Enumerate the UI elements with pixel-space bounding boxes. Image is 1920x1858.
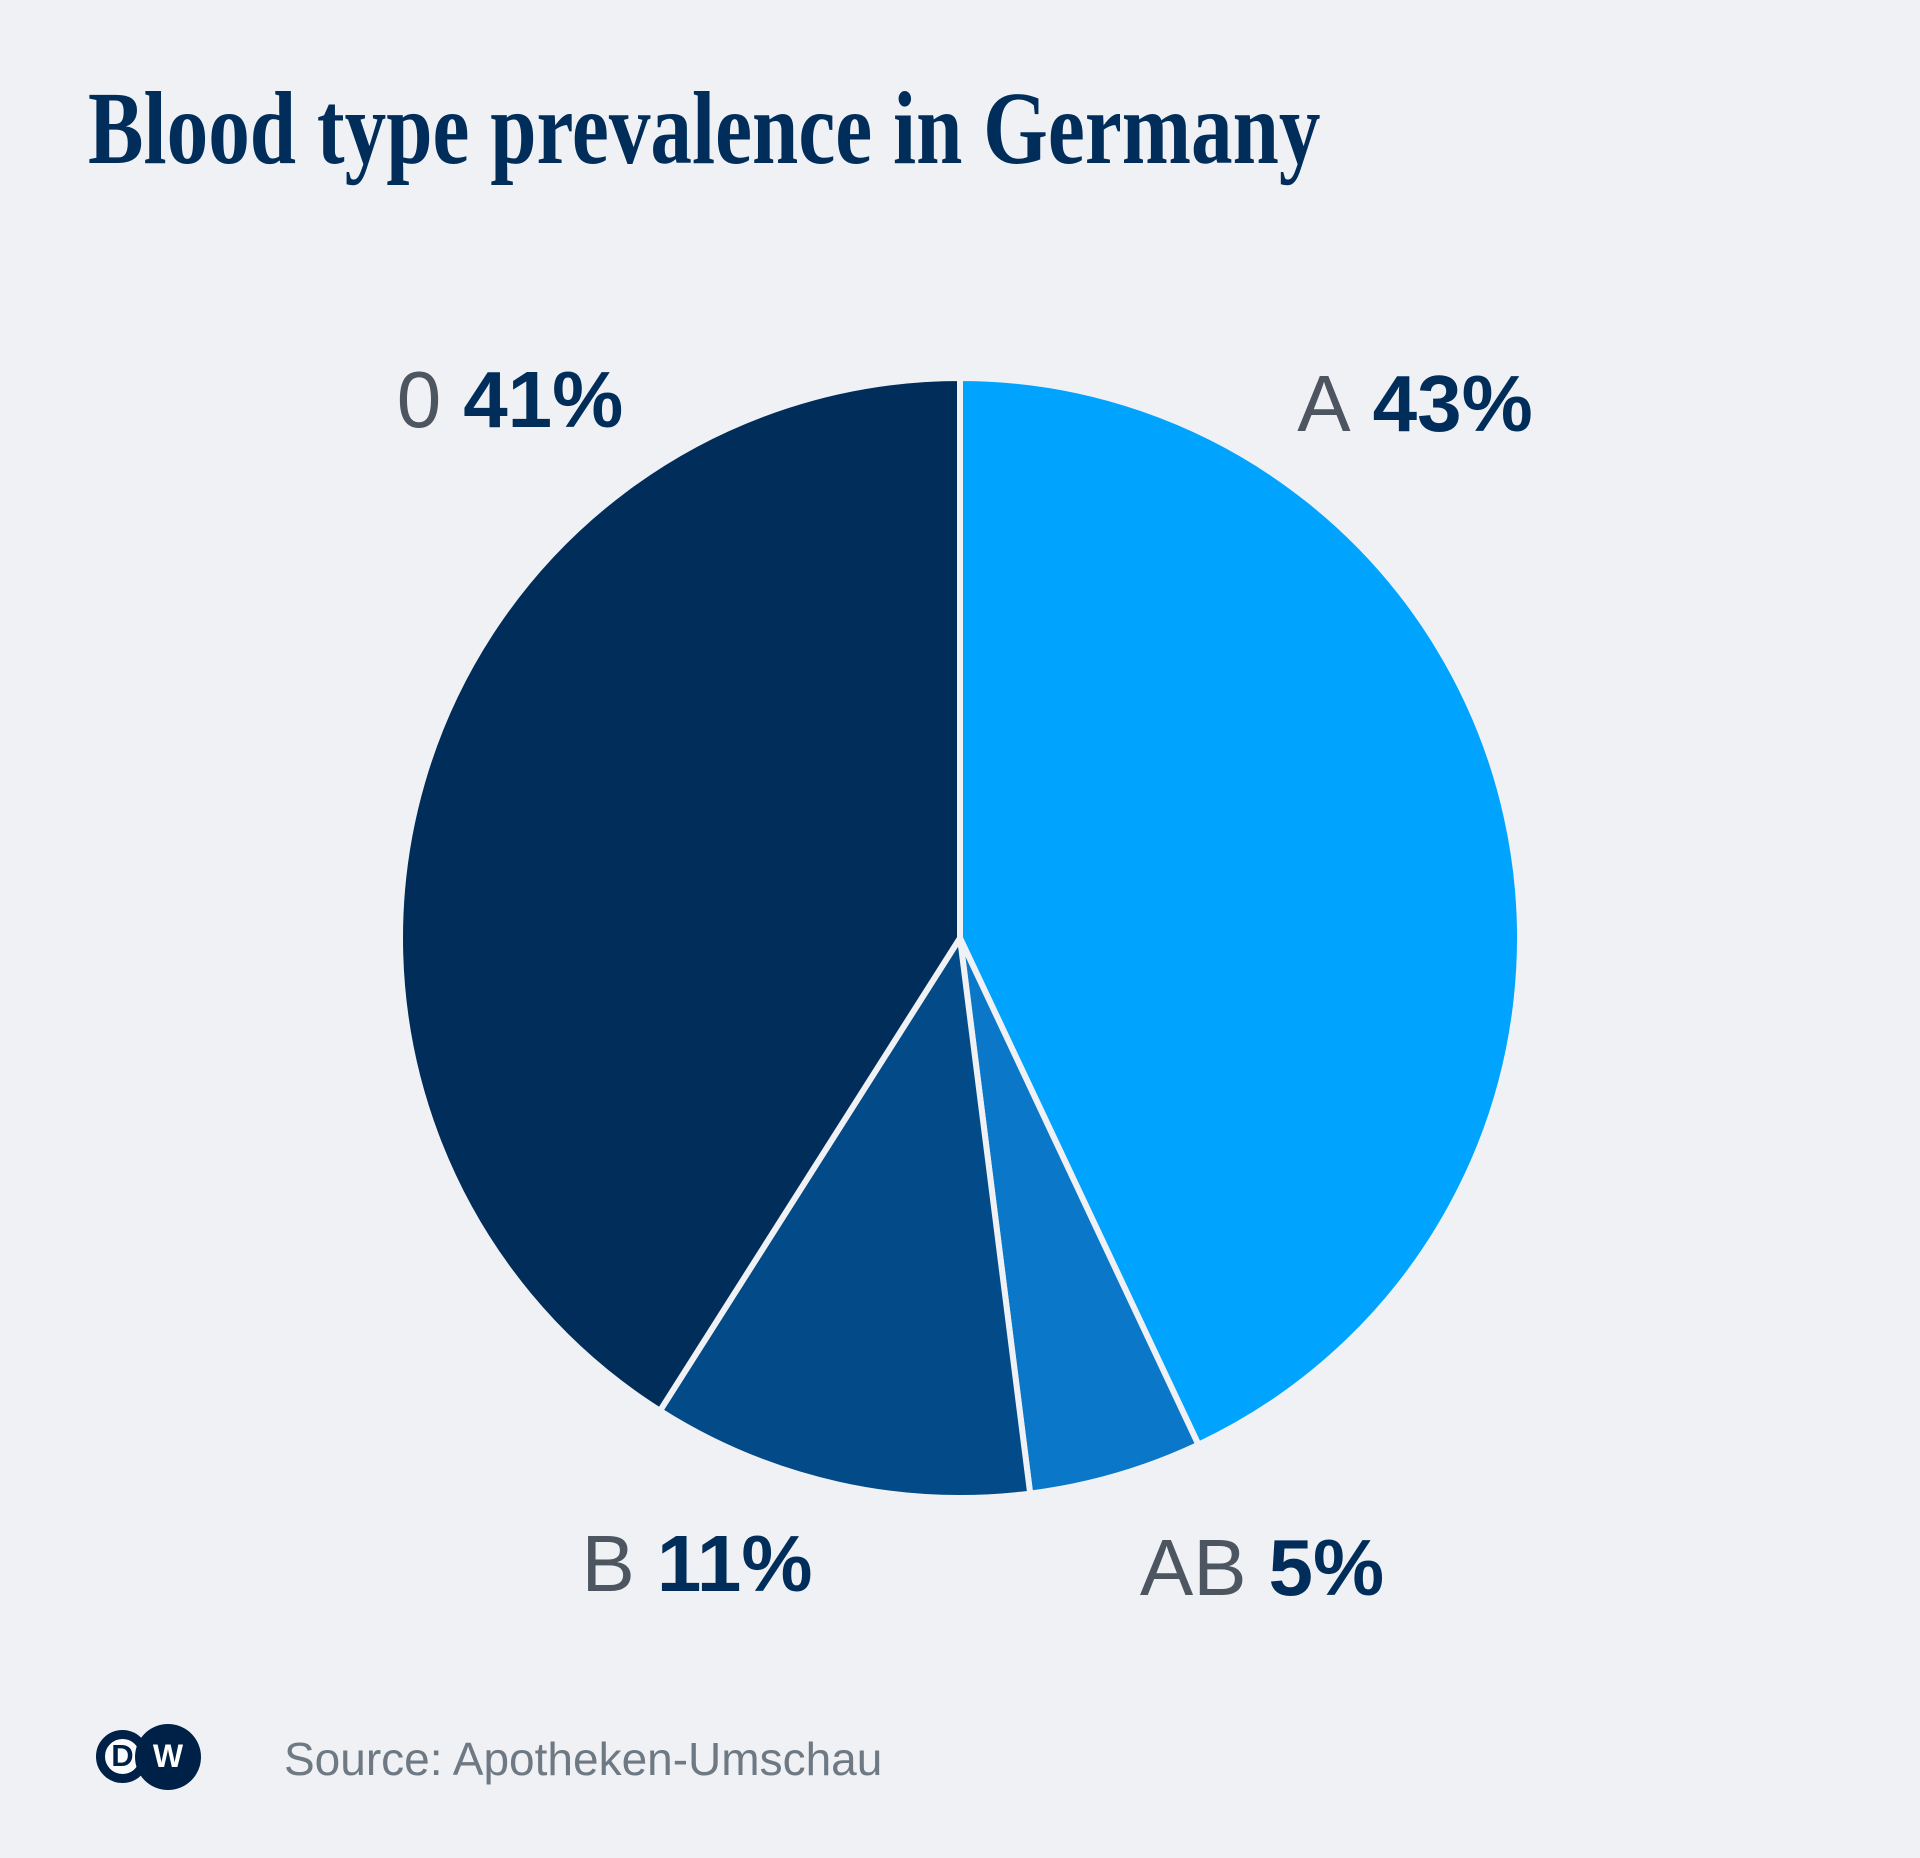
dw-logo-d-letter: D bbox=[111, 1738, 134, 1773]
page-title: Blood type prevalence in Germany bbox=[88, 71, 1321, 186]
slice-percent-ab: 5% bbox=[1268, 1523, 1385, 1612]
dw-logo-w-letter: W bbox=[152, 1738, 184, 1774]
slice-letter-b: B bbox=[581, 1519, 635, 1608]
pie-slice-a bbox=[957, 375, 1523, 1448]
pie-slice-b bbox=[656, 935, 1034, 1501]
slice-label-b: B 11% bbox=[581, 1524, 812, 1604]
slice-label-a: A 43% bbox=[1297, 364, 1532, 444]
source-text: Source: Apotheken-Umschau bbox=[284, 1733, 883, 1785]
dw-logo: D W bbox=[96, 1724, 202, 1790]
slice-percent-0: 41% bbox=[463, 355, 624, 444]
slice-label-0: 0 41% bbox=[397, 360, 624, 440]
slice-letter-ab: AB bbox=[1139, 1523, 1247, 1612]
pie-slice-ab bbox=[957, 935, 1202, 1497]
slice-label-ab: AB 5% bbox=[1140, 1528, 1384, 1608]
slice-percent-a: 43% bbox=[1372, 359, 1533, 448]
dw-logo-w-circle: W bbox=[135, 1724, 201, 1790]
slice-percent-b: 11% bbox=[656, 1519, 813, 1608]
slice-letter-a: A bbox=[1297, 359, 1351, 448]
pie-slice-0 bbox=[397, 375, 963, 1414]
slice-letter-0: 0 bbox=[396, 355, 442, 444]
